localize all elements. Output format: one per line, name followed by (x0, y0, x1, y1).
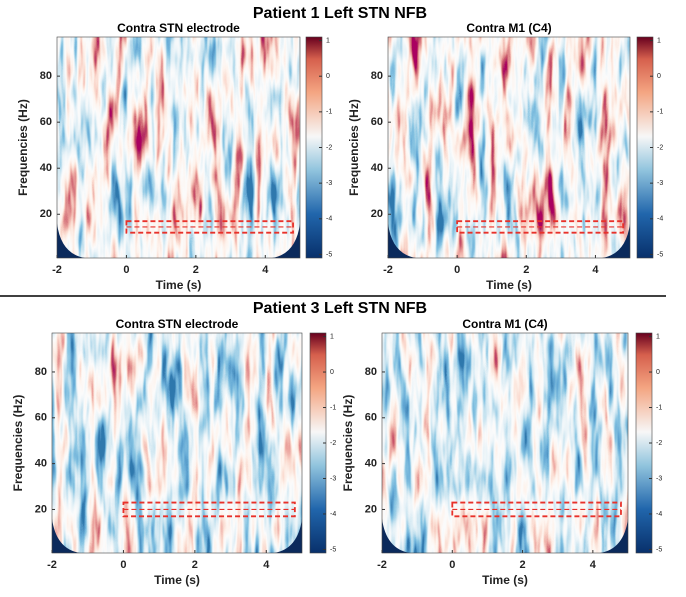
x-tick-label: -2 (383, 264, 393, 276)
y-tick-label: 20 (35, 503, 47, 515)
colorbar-tick-label: -1 (326, 109, 332, 116)
x-tick-label: 4 (263, 559, 270, 571)
colorbar-tick-label: -4 (326, 216, 332, 223)
colorbar-tick-label: -1 (330, 404, 336, 411)
colorbar-tick-label: -4 (656, 511, 662, 518)
heatmap (388, 37, 630, 258)
y-tick-label: 20 (371, 208, 383, 220)
heatmap-frame (381, 332, 629, 554)
colorbar-tick-label: -2 (330, 440, 336, 447)
colorbar-tick-label: -3 (330, 475, 336, 482)
colorbar-tick-label: 0 (326, 73, 330, 80)
x-tick-label: 2 (520, 559, 526, 571)
colorbar-tick-label: 1 (656, 333, 660, 340)
colorbar-tick-label: 0 (330, 369, 334, 376)
colorbar-tick-label: -2 (657, 144, 663, 151)
colorbar-tick-label: -4 (657, 216, 663, 223)
heatmap (57, 37, 300, 258)
analysis-window (456, 220, 624, 234)
colorbar-tick-label: 0 (657, 73, 661, 80)
y-axis-label: Frequencies (Hz) (341, 395, 355, 492)
heatmap (382, 333, 628, 553)
y-axis-label: Frequencies (Hz) (16, 99, 30, 196)
colorbar-tick-label: -5 (326, 251, 332, 258)
x-tick-label: 2 (523, 264, 529, 276)
heatmap-frame (56, 36, 301, 259)
x-axis-label: Time (s) (156, 278, 202, 292)
colorbar-tick-label: 1 (326, 37, 330, 44)
x-tick-label: 0 (449, 559, 455, 571)
colorbar-tick-label: -3 (326, 180, 332, 187)
y-tick-label: 60 (40, 116, 52, 128)
y-tick-label: 40 (365, 458, 377, 470)
chart-title: Contra M1 (C4) (462, 317, 547, 331)
y-tick-label: 20 (365, 503, 377, 515)
y-tick-label: 60 (365, 412, 377, 424)
y-tick-label: 80 (35, 366, 47, 378)
colorbar-tick-label: -1 (657, 109, 663, 116)
chart-title: Contra M1 (C4) (466, 21, 551, 35)
x-tick-label: 4 (590, 559, 597, 571)
x-tick-label: -2 (377, 559, 387, 571)
colorbar-tick-label: -5 (657, 251, 663, 258)
colorbar-tick-label: 1 (330, 333, 334, 340)
heatmap-frame (387, 36, 631, 259)
colorbar-tick-label: -5 (330, 546, 336, 553)
y-tick-label: 80 (40, 70, 52, 82)
y-tick-label: 80 (371, 70, 383, 82)
x-axis-label: Time (s) (154, 573, 200, 587)
x-tick-label: -2 (52, 264, 62, 276)
x-tick-label: 4 (262, 264, 269, 276)
x-tick-label: 0 (123, 264, 129, 276)
analysis-window (125, 220, 294, 234)
heatmap (52, 333, 302, 553)
x-tick-label: 0 (120, 559, 126, 571)
colorbar-tick-label: -4 (330, 511, 336, 518)
y-tick-label: 20 (40, 208, 52, 220)
y-tick-label: 80 (365, 366, 377, 378)
x-tick-label: 4 (592, 264, 599, 276)
chart-title: Contra STN electrode (116, 317, 239, 331)
colorbar-tick-label: -3 (657, 180, 663, 187)
colorbar-tick-label: -3 (656, 475, 662, 482)
x-axis-label: Time (s) (482, 573, 528, 587)
colorbar-tick-label: -5 (656, 546, 662, 553)
y-tick-label: 60 (35, 412, 47, 424)
x-tick-label: -2 (47, 559, 57, 571)
colorbar-tick-label: -2 (326, 144, 332, 151)
x-axis-label: Time (s) (486, 278, 532, 292)
y-tick-label: 40 (371, 162, 383, 174)
x-tick-label: 2 (192, 559, 198, 571)
colorbar-tick-label: 1 (657, 37, 661, 44)
colorbar-tick-label: 0 (656, 369, 660, 376)
y-tick-label: 40 (40, 162, 52, 174)
analysis-window (451, 501, 622, 518)
y-tick-label: 60 (371, 116, 383, 128)
x-tick-label: 0 (454, 264, 460, 276)
suptitle: Patient 1 Left STN NFB (253, 5, 427, 22)
suptitle: Patient 3 Left STN NFB (253, 300, 427, 317)
y-tick-label: 40 (35, 458, 47, 470)
y-axis-label: Frequencies (Hz) (347, 99, 361, 196)
colorbar-tick-label: -2 (656, 440, 662, 447)
chart-title: Contra STN electrode (117, 21, 240, 35)
x-tick-label: 2 (193, 264, 199, 276)
y-axis-label: Frequencies (Hz) (11, 395, 25, 492)
colorbar-tick-label: -1 (656, 404, 662, 411)
heatmap-frame (51, 332, 303, 554)
